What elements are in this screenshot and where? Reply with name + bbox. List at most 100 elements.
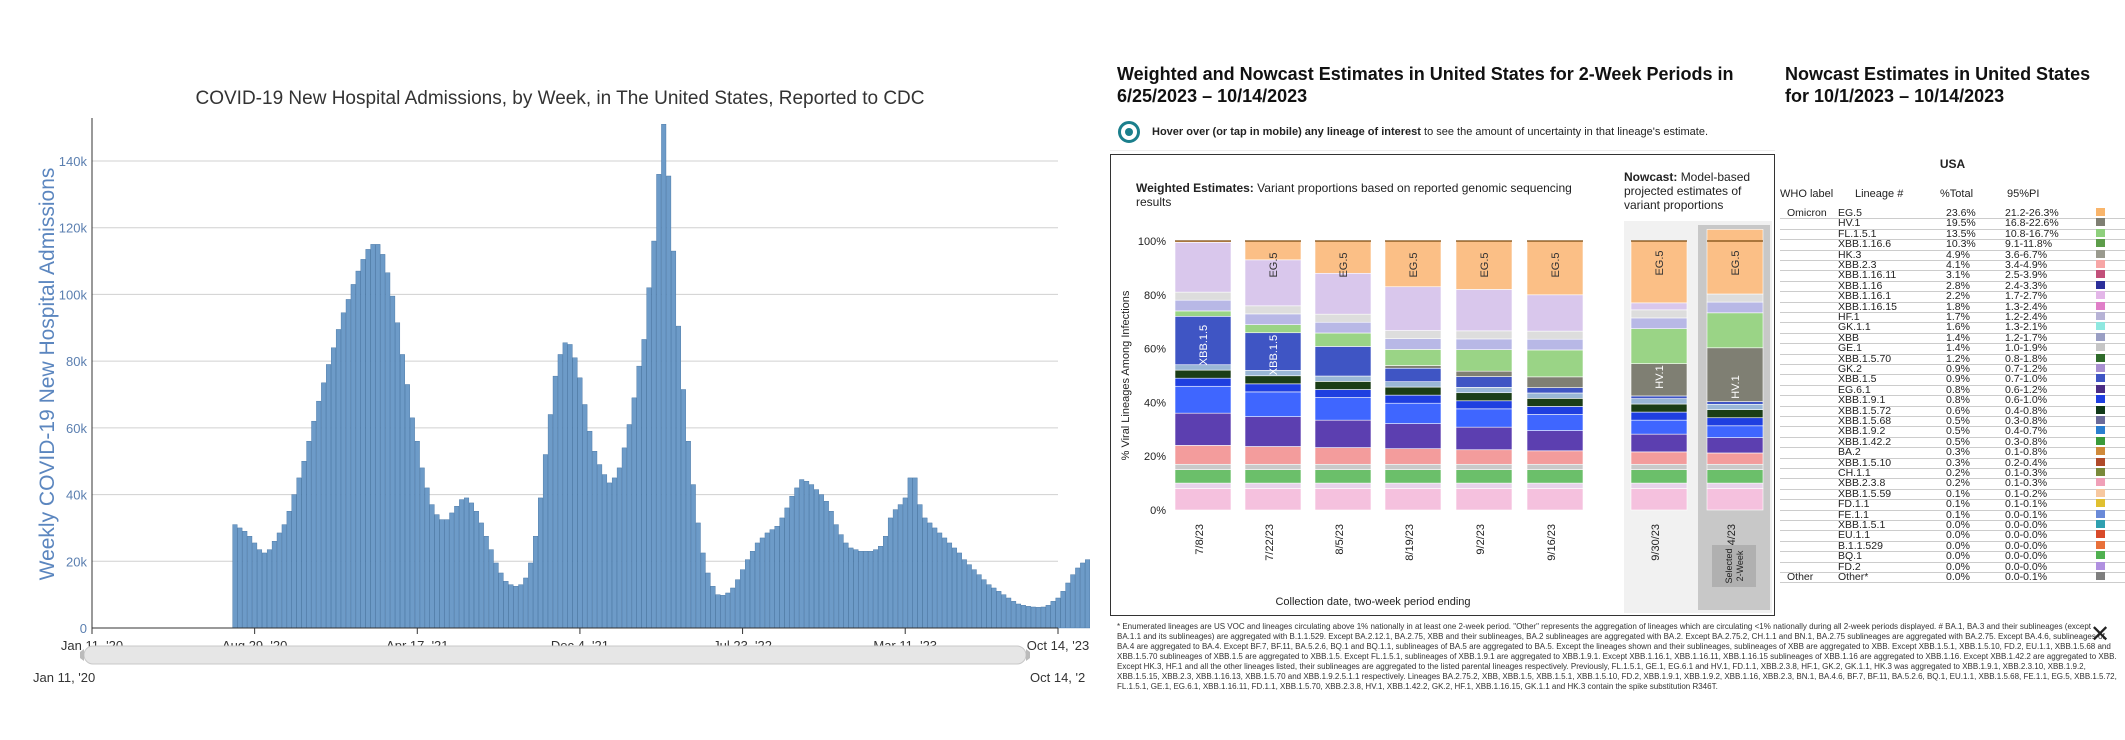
bar[interactable] <box>542 454 548 629</box>
variant-segment[interactable] <box>1314 240 1372 274</box>
bar[interactable] <box>695 522 701 629</box>
variant-segment[interactable] <box>1314 469 1372 484</box>
bar[interactable] <box>350 284 356 629</box>
bar[interactable] <box>952 547 957 629</box>
variant-segment[interactable] <box>1314 375 1372 382</box>
variant-segment[interactable] <box>1174 445 1232 465</box>
close-icon[interactable]: ✕ <box>2090 621 2111 648</box>
bar[interactable] <box>991 587 997 629</box>
variant-segment[interactable] <box>1384 349 1442 366</box>
bar[interactable] <box>996 591 1002 629</box>
variant-segment[interactable] <box>1455 392 1513 402</box>
bar[interactable] <box>340 312 346 629</box>
variant-segment[interactable] <box>1314 419 1372 448</box>
variant-segment[interactable] <box>1455 349 1513 372</box>
variant-segment[interactable] <box>1630 419 1688 435</box>
bar[interactable] <box>404 384 410 629</box>
variant-segment[interactable] <box>1526 330 1584 340</box>
bar[interactable] <box>444 519 450 629</box>
bar[interactable] <box>636 365 642 629</box>
bar[interactable] <box>947 542 953 629</box>
bar[interactable] <box>498 572 504 629</box>
table-row[interactable]: XBB.1.5.1 0.0% 0.0-0.0% <box>1780 520 2125 532</box>
bar[interactable] <box>1080 562 1086 629</box>
bar[interactable] <box>725 592 731 629</box>
bar[interactable] <box>1065 582 1071 629</box>
variant-segment[interactable] <box>1384 386 1442 396</box>
bar[interactable] <box>621 447 627 629</box>
bar[interactable] <box>853 549 859 629</box>
bar[interactable] <box>769 529 775 629</box>
variant-segment[interactable] <box>1174 412 1232 446</box>
bar[interactable] <box>656 174 662 629</box>
variant-segment[interactable] <box>1455 488 1513 511</box>
variant-segment[interactable] <box>1244 463 1302 470</box>
table-row[interactable]: XBB 1.4% 1.2-1.7% <box>1780 332 2125 345</box>
table-row[interactable]: XBB.1.16.6 10.3% 9.1-11.8% <box>1780 239 2125 251</box>
variant-segment[interactable] <box>1706 401 1764 405</box>
variant-segment[interactable] <box>1384 394 1442 404</box>
variant-segment[interactable] <box>1706 488 1764 511</box>
bar[interactable] <box>626 424 632 629</box>
bar[interactable] <box>439 519 445 629</box>
bar[interactable] <box>676 325 681 629</box>
table-row[interactable]: XBB.1.5.59 0.1% 0.1-0.2% <box>1780 488 2125 501</box>
bar[interactable] <box>1035 607 1041 629</box>
bar[interactable] <box>296 477 302 629</box>
variant-segment[interactable] <box>1526 430 1584 452</box>
variant-segment[interactable] <box>1630 328 1688 364</box>
variant-segment[interactable] <box>1455 469 1513 484</box>
variant-segment[interactable] <box>1706 409 1764 419</box>
table-row[interactable]: CH.1.1 0.2% 0.1-0.3% <box>1780 468 2125 480</box>
variant-segment[interactable] <box>1526 387 1584 394</box>
variant-segment[interactable] <box>1244 469 1302 484</box>
bar[interactable] <box>400 354 405 629</box>
bar[interactable] <box>434 514 440 629</box>
bar[interactable] <box>419 467 425 629</box>
bar[interactable] <box>917 504 923 629</box>
variant-segment[interactable] <box>1314 463 1372 470</box>
variant-segment[interactable] <box>1706 312 1764 349</box>
bar[interactable] <box>937 532 943 629</box>
bar[interactable] <box>976 574 982 629</box>
bar[interactable] <box>799 479 805 629</box>
table-row[interactable]: FD.1.1 0.1% 0.1-0.1% <box>1780 499 2125 511</box>
bar[interactable] <box>326 364 332 629</box>
variant-segment[interactable] <box>1314 389 1372 398</box>
bar[interactable] <box>873 549 879 629</box>
variant-segment[interactable] <box>1384 330 1442 339</box>
variant-segment[interactable] <box>1314 381 1372 390</box>
bar[interactable] <box>764 532 770 629</box>
bar[interactable] <box>1021 605 1026 629</box>
bar[interactable] <box>887 517 893 629</box>
bar[interactable] <box>370 244 376 629</box>
bar[interactable] <box>912 477 918 629</box>
bar[interactable] <box>661 124 667 629</box>
variant-segment[interactable] <box>1384 365 1442 369</box>
bar[interactable] <box>365 249 371 629</box>
bar[interactable] <box>942 537 948 629</box>
bar[interactable] <box>956 552 962 629</box>
bar[interactable] <box>1001 594 1007 629</box>
variant-segment[interactable] <box>1455 370 1513 377</box>
table-row[interactable]: Other Other* 0.0% 0.0-0.1% <box>1780 572 2125 584</box>
variant-segment[interactable] <box>1455 408 1513 428</box>
bar[interactable] <box>671 250 677 629</box>
bar[interactable] <box>848 547 854 629</box>
bar[interactable] <box>705 572 711 629</box>
bar[interactable] <box>784 507 790 629</box>
bar[interactable] <box>1075 567 1081 629</box>
variant-segment[interactable] <box>1244 391 1302 417</box>
variant-segment[interactable] <box>1455 387 1513 394</box>
bar[interactable] <box>508 584 514 629</box>
variant-segment[interactable] <box>1526 488 1584 511</box>
range-left-handle-icon[interactable] <box>80 649 84 661</box>
bar[interactable] <box>986 584 992 629</box>
variant-segment[interactable] <box>1630 317 1688 329</box>
variant-segment[interactable] <box>1314 332 1372 347</box>
bar[interactable] <box>932 527 938 629</box>
bar[interactable] <box>242 531 248 629</box>
variant-segment[interactable] <box>1526 469 1584 484</box>
variant-segment[interactable] <box>1314 397 1372 421</box>
table-row[interactable]: GK.1.1 1.6% 1.3-2.1% <box>1780 322 2125 334</box>
